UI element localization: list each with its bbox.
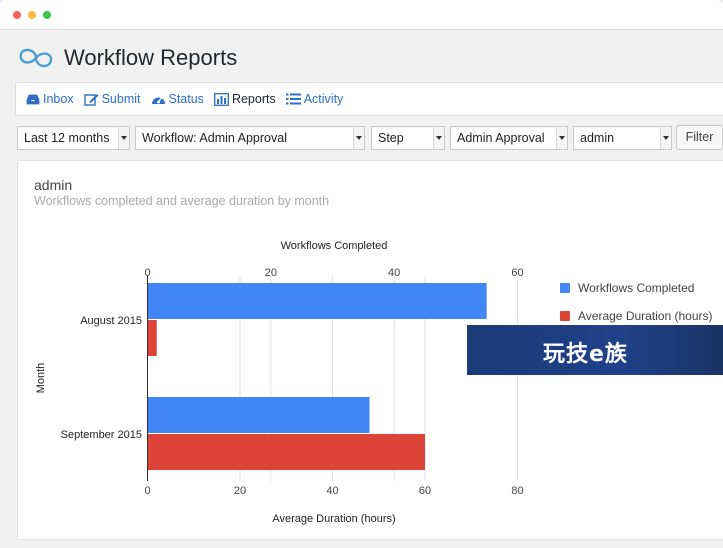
page-title: Workflow Reports [64,45,238,70]
step-select[interactable]: Admin Approval [450,126,568,150]
filter-button[interactable]: Filter [676,125,723,150]
user-select-value: admin [580,131,615,145]
top-tick-label: 0 [144,267,150,279]
period-select[interactable]: Last 12 months [17,126,130,150]
bottom-tick-label: 20 [234,485,246,497]
top-tick-label: 20 [265,267,277,279]
nav-item-submit[interactable]: Submit [83,92,141,106]
bottom-tick-label: 80 [511,485,523,497]
legend-item-workflows[interactable]: Workflows Completed [560,281,694,295]
bar-duration-2 [147,434,425,470]
bar-workflows-2 [147,397,370,433]
workflow-select-value: Workflow: Admin Approval [142,131,287,145]
minimize-window-button[interactable] [28,11,36,19]
maximize-window-button[interactable] [43,11,51,19]
chevron-down-icon [556,127,567,149]
nav-item-activity[interactable]: Activity [285,92,344,106]
dashboard-icon [151,96,165,104]
edit-icon [83,93,99,106]
chevron-down-icon [118,127,129,149]
nav-label: Status [168,92,204,106]
list-icon [285,93,301,105]
top-tick-label: 60 [511,267,523,279]
nav-label: Inbox [43,92,74,106]
top-tick-label: 40 [388,267,400,279]
y-axis-title: Month [35,363,47,394]
bar-duration-1 [147,320,157,356]
step-select-value: Admin Approval [457,131,545,145]
step-type-select-value: Step [378,131,404,145]
inbox-icon [26,94,40,105]
workflow-select[interactable]: Workflow: Admin Approval [135,126,365,150]
bottom-tick-label: 40 [326,485,338,497]
report-subtitle: Workflows completed and average duration… [34,194,330,208]
bottom-axis-title: Average Duration (hours) [272,513,395,525]
watermark-text: 玩技e族 [543,342,628,367]
oasis-logo-icon [19,48,53,68]
chevron-down-icon [660,127,671,149]
legend-swatch [560,311,570,321]
legend-label: Workflows Completed [578,281,695,295]
nav-item-inbox[interactable]: Inbox [26,92,74,106]
page-header: Workflow Reports [17,42,237,74]
chevron-down-icon [433,127,444,149]
close-window-button[interactable] [13,11,21,19]
bar-workflows-1 [147,283,487,319]
chevron-down-icon [353,127,364,149]
nav-label: Submit [101,92,141,106]
nav-label: Reports [231,92,276,106]
report-title: admin [34,177,73,193]
top-axis-title: Workflows Completed [281,240,388,252]
bar-chart-icon [213,92,229,106]
legend-swatch [560,283,570,293]
bottom-tick-label: 0 [144,485,150,497]
category-label: August 2015 [80,315,142,327]
category-label: September 2015 [61,429,142,441]
nav-item-reports[interactable]: Reports [213,92,276,106]
period-select-value: Last 12 months [24,131,110,145]
workflow-bar-chart: August 2015 September 2015 0 20 40 60 Workflow… [35,240,524,525]
report-nav: Inbox Submit Status Reports Activity [15,82,723,116]
watermark-banner: 玩技e族 [467,325,723,375]
title-bar [0,0,723,30]
user-select[interactable]: admin [573,126,672,150]
bottom-tick-label: 60 [419,485,431,497]
nav-label: Activity [303,92,344,106]
nav-item-status[interactable]: Status [151,92,204,106]
step-type-select[interactable]: Step [371,126,445,150]
legend-item-duration[interactable]: Average Duration (hours) [560,309,713,323]
legend-label: Average Duration (hours) [578,309,713,323]
